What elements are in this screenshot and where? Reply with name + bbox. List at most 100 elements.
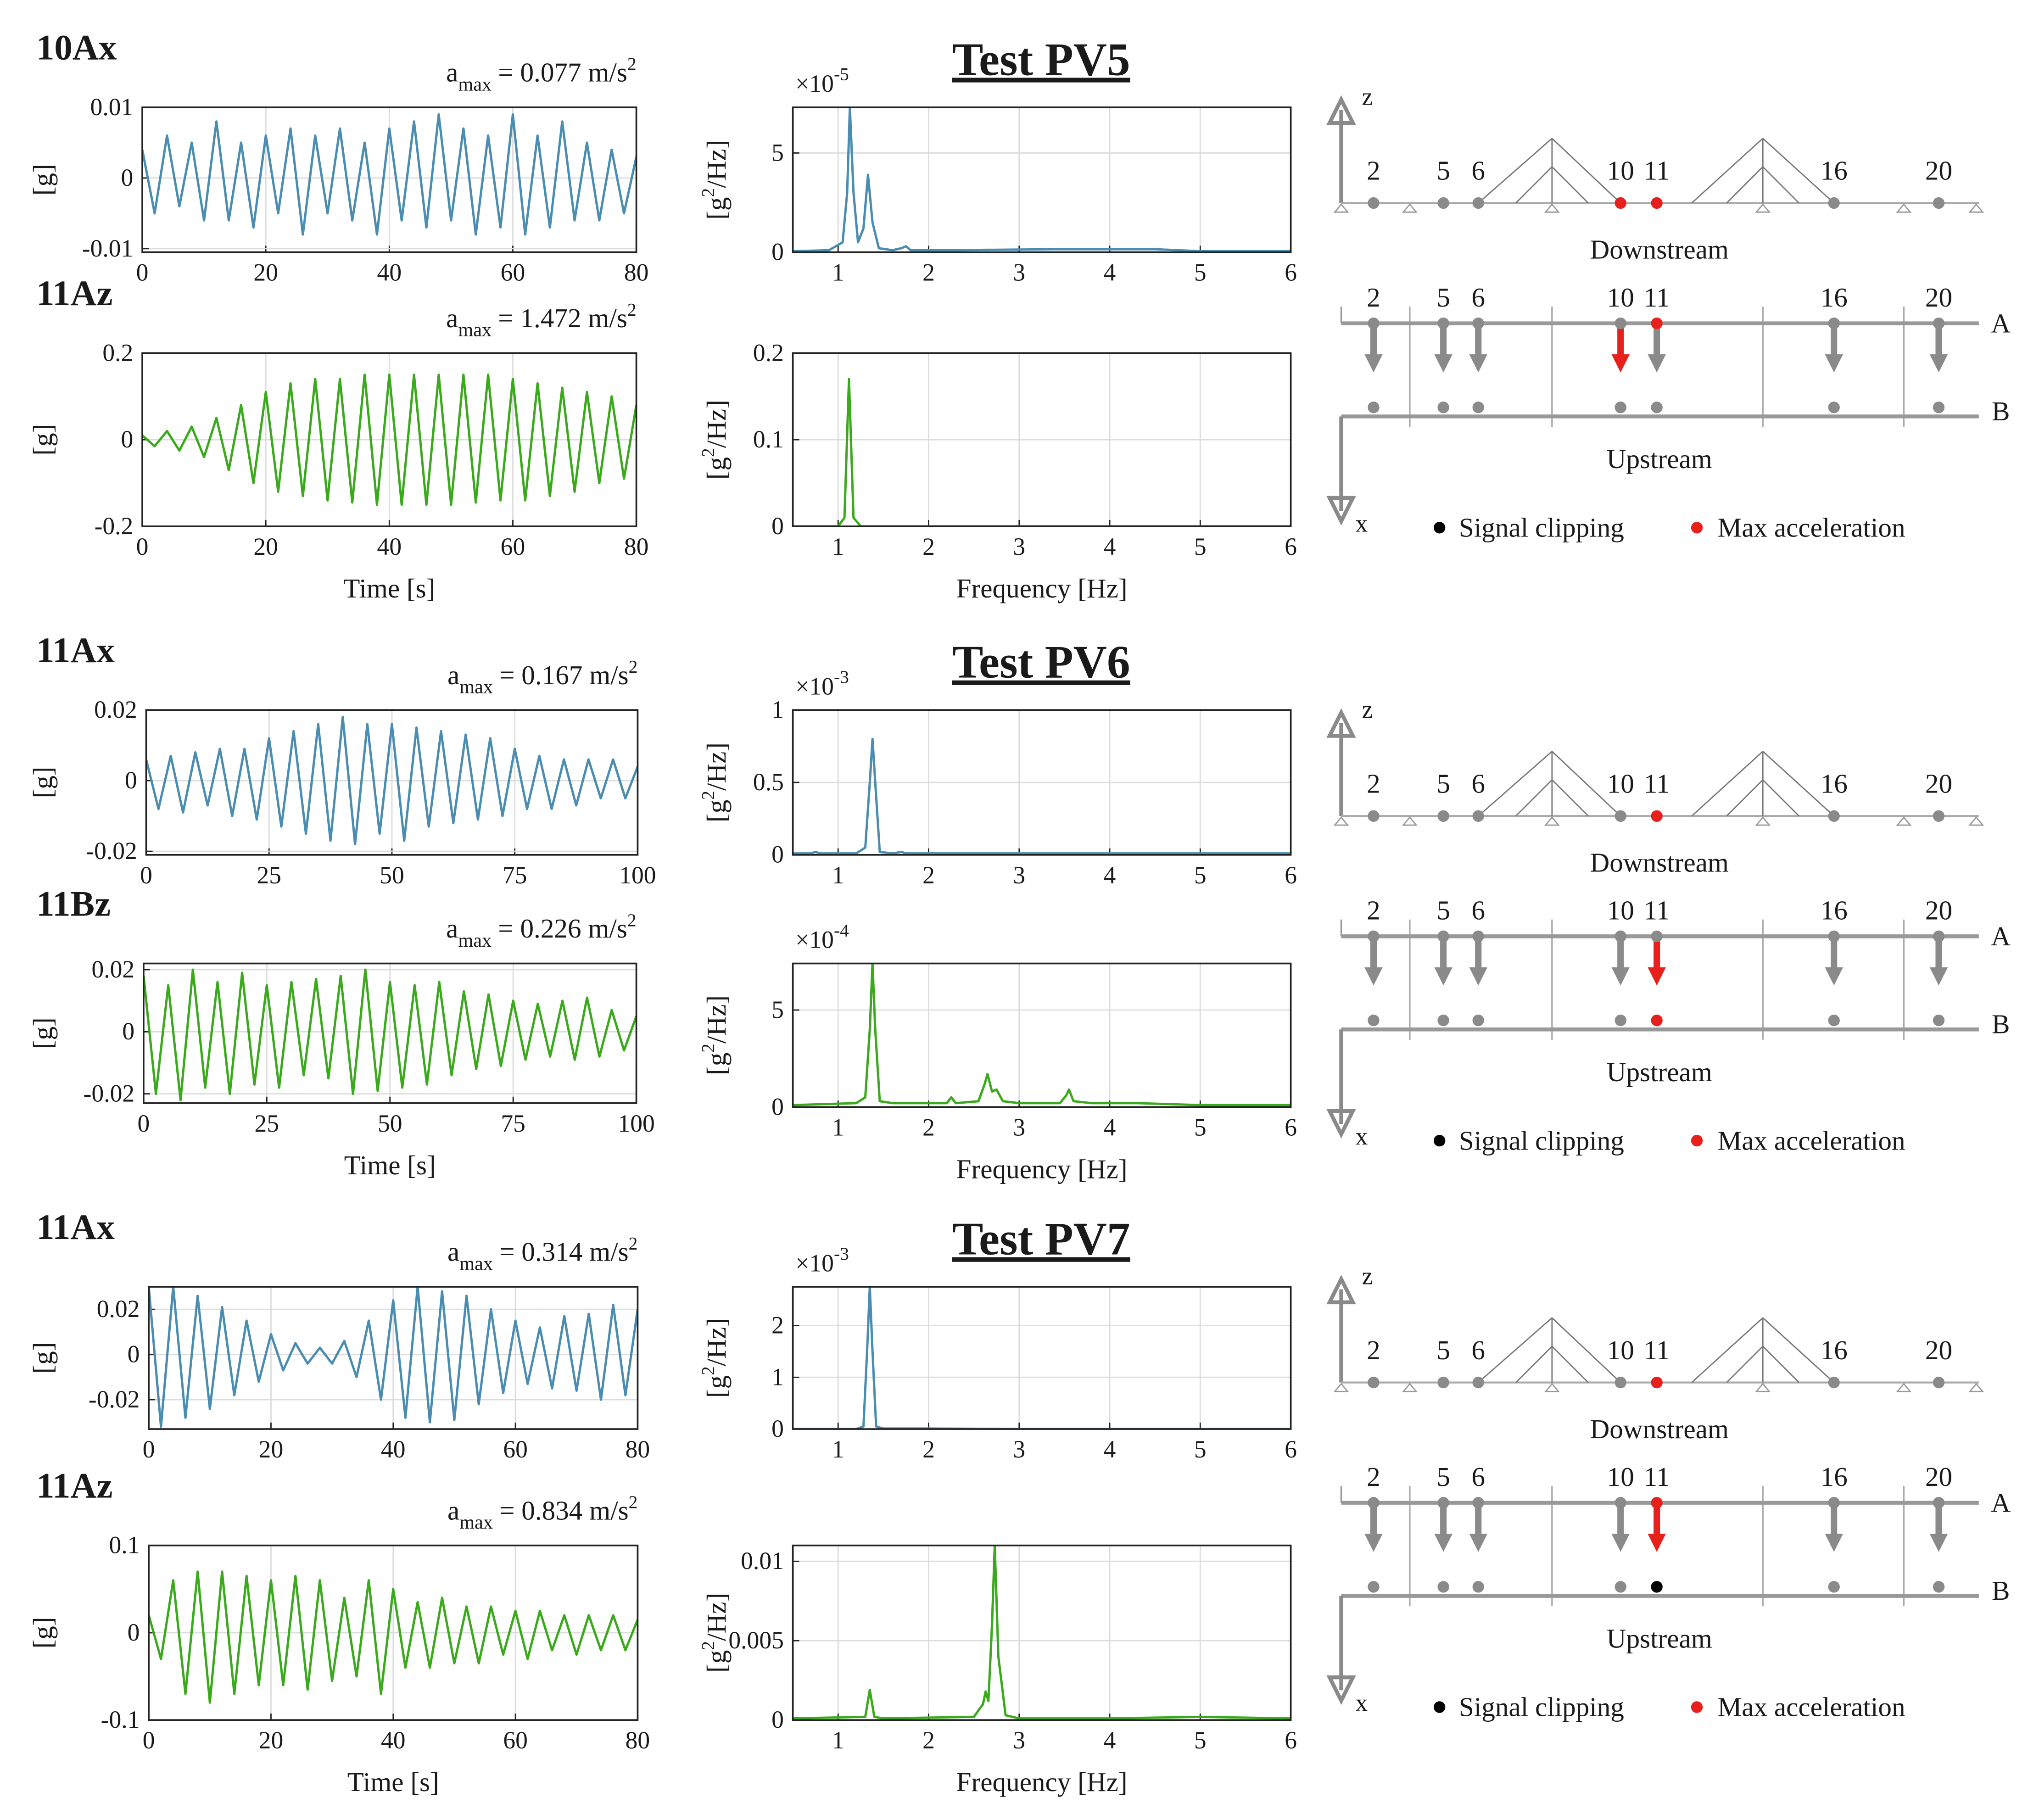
line-a-label: A [1991,1487,2011,1518]
legend-clip-dot [1433,1134,1446,1147]
node-b [1368,1581,1380,1593]
node-b [1933,402,1945,413]
support [1968,1383,1984,1392]
annot-base: a [446,303,458,333]
z-arrow [1326,708,1356,738]
annot-base: a [446,913,458,943]
node [1615,810,1626,822]
y-tick-label: 0 [125,766,137,794]
annot-base: a [447,660,459,690]
node-label: 2 [1367,895,1380,926]
plot-area [793,107,1291,252]
z-label: z [1362,83,1373,110]
y-axis-label: [g2/Hz] [698,140,732,220]
signal-line [793,737,1291,855]
plan-label: Upstream [1607,1623,1712,1653]
signal-line [793,378,1291,526]
plot-frame [143,962,637,1104]
annot-sup: 2 [629,1492,638,1512]
x-tick-label: 6 [1285,861,1297,889]
multiplier-exp: -3 [834,1244,849,1264]
x-tick-label: 1 [832,533,844,560]
node [1368,197,1380,209]
node-b [1651,1014,1663,1027]
node [1368,1376,1380,1389]
node-label: 2 [1367,282,1380,313]
y-label-rest: /Hz] [701,140,732,188]
node-label: 11 [1644,282,1670,313]
node-label: 11 [1644,769,1670,799]
multiplier-exp: -3 [834,667,849,687]
annot-text: = 0.834 m/s [499,1495,629,1525]
support [1544,1383,1560,1392]
plot-frame [148,1544,639,1721]
y-label-sup: 2 [698,1366,718,1375]
signal-line [793,1287,1291,1429]
node-b [1828,402,1840,413]
signal-line [793,107,1291,252]
y-axis-label: [g] [28,164,58,195]
y-tick-label: -0.2 [95,512,134,540]
pylon [1691,1317,1764,1383]
sensor-arrow-head [1611,1534,1630,1552]
x-tick-label: 5 [1194,533,1207,560]
y-label-text: [g [701,197,732,220]
y-label-text: [g] [28,766,58,798]
x-tick-label: 6 [1285,533,1297,560]
node-a [1651,1497,1663,1509]
annot-sup: 2 [627,300,637,320]
legend-clip: Signal clipping [1459,1125,1624,1156]
x-tick-label: 60 [503,1435,528,1463]
x-axis-label: Frequency [Hz] [956,1767,1128,1797]
annot-sub: max [459,1253,493,1274]
x-tick-label: 5 [1194,1435,1207,1463]
legend-clip-dot [1433,1701,1446,1713]
axis-multiplier: ×10-5 [795,64,849,97]
z-label: z [1362,1262,1373,1290]
z-arrow [1326,95,1356,125]
y-label-sup: 2 [698,791,718,800]
y-tick-label: 0 [771,1093,784,1120]
node-label: 6 [1471,156,1485,186]
signal-line [143,968,637,1101]
support [1755,203,1771,213]
node-label: 6 [1471,769,1485,799]
node [1472,810,1484,822]
channel-label: 11Az [36,274,113,313]
support [1968,816,1984,826]
plan-label: Upstream [1607,444,1712,474]
pylon [1478,1317,1553,1383]
channel-label: 11Bz [36,884,111,924]
node-b [1651,402,1663,413]
y-tick-label: 0 [771,238,784,265]
y-label-sup: 2 [698,1044,718,1053]
legend-max: Max acceleration [1718,1125,1905,1156]
elevation-label: Downstream [1590,847,1729,877]
axis-multiplier: ×10-3 [795,1244,849,1277]
y-tick-label: 2 [771,1312,784,1339]
node-b [1828,1581,1840,1593]
y-label-rest: /Hz] [701,400,732,448]
node-a [1368,930,1380,943]
x-tick-label: 75 [503,861,527,889]
multiplier-base: ×10 [795,926,834,954]
sensor-arrow-head [1825,967,1843,986]
bridge-diagram: z2255661010111116162020DownstreamxABUpst… [1326,696,2011,1156]
x-tick-label: 2 [922,259,935,286]
line-b-label: B [1992,1009,2010,1039]
node-a [1472,930,1484,943]
y-tick-label: 0.5 [753,768,784,796]
y-label-text: [g] [28,164,58,195]
peak-annotation: amax = 0.167 m/s2 [447,656,637,698]
y-label-text: [g [701,1053,732,1075]
legend-max: Max acceleration [1718,513,1905,543]
node-label: 5 [1436,156,1450,186]
node-label: 10 [1607,1335,1634,1365]
legend-max-dot [1691,1134,1703,1147]
support [1333,203,1349,213]
node-b [1472,1014,1484,1027]
multiplier-base: ×10 [795,70,834,97]
node [1933,1376,1945,1389]
node-label: 2 [1367,769,1380,799]
node-label: 10 [1607,895,1634,926]
